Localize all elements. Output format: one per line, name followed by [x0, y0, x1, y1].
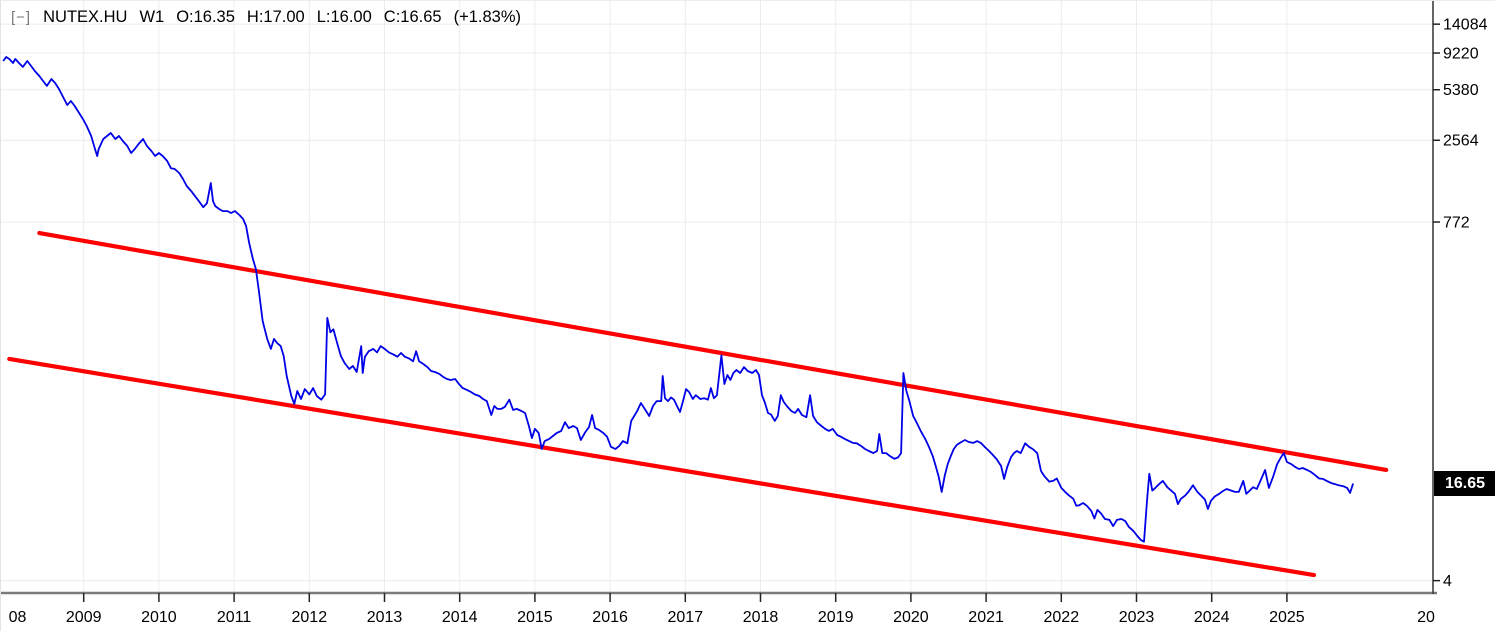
y-axis-label: 772 [1443, 215, 1470, 232]
x-axis-label: 2018 [743, 609, 779, 626]
x-axis-label: 2016 [592, 609, 628, 626]
change-percent: (+1.83%) [453, 8, 521, 26]
timeframe-label: W1 [139, 8, 165, 26]
x-axis-label: 2025 [1269, 609, 1305, 626]
last-price-value: 16.65 [1444, 474, 1486, 492]
x-axis-label: 2020 [893, 609, 929, 626]
x-axis-label: 2022 [1044, 609, 1080, 626]
x-axis-label: 2012 [292, 609, 328, 626]
x-axis-label: 2024 [1194, 609, 1230, 626]
x-axis-label: 2009 [66, 609, 102, 626]
ohlc-header: [−] NUTEX.HU W1 O:16.35 H:17.00 L:16.00 … [11, 8, 521, 27]
x-axis-label: 2014 [442, 609, 478, 626]
x-axis-label: 20 [1417, 609, 1435, 626]
y-axis-label: 14084 [1443, 17, 1488, 34]
y-axis-label: 2564 [1443, 133, 1479, 150]
x-axis-label: 2017 [668, 609, 704, 626]
collapse-button[interactable]: [−] [11, 9, 32, 26]
x-axis-label: 2011 [217, 609, 252, 626]
channel-upper-trendline [37, 230, 1389, 473]
high-value: H:17.00 [246, 8, 305, 26]
price-line [2, 56, 1354, 543]
last-price-badge: 16.65 [1434, 471, 1495, 496]
x-axis-label: 2019 [818, 609, 854, 626]
y-axis-label: 5380 [1443, 82, 1479, 99]
x-axis-label: 2023 [1119, 609, 1155, 626]
x-axis-label: 2013 [367, 609, 403, 626]
y-axis-label: 4 [1443, 573, 1452, 590]
x-axis-label: 2010 [141, 609, 177, 626]
close-value: C:16.65 [383, 8, 442, 26]
symbol-label: NUTEX.HU [43, 8, 128, 26]
x-axis-label: 08 [9, 609, 27, 626]
x-axis-label: 2015 [517, 609, 553, 626]
y-axis-label: 9220 [1443, 46, 1479, 63]
channel-lower-trendline [7, 356, 1317, 578]
x-axis-label: 2021 [968, 609, 1004, 626]
open-value: O:16.35 [176, 8, 235, 26]
low-value: L:16.00 [316, 8, 372, 26]
